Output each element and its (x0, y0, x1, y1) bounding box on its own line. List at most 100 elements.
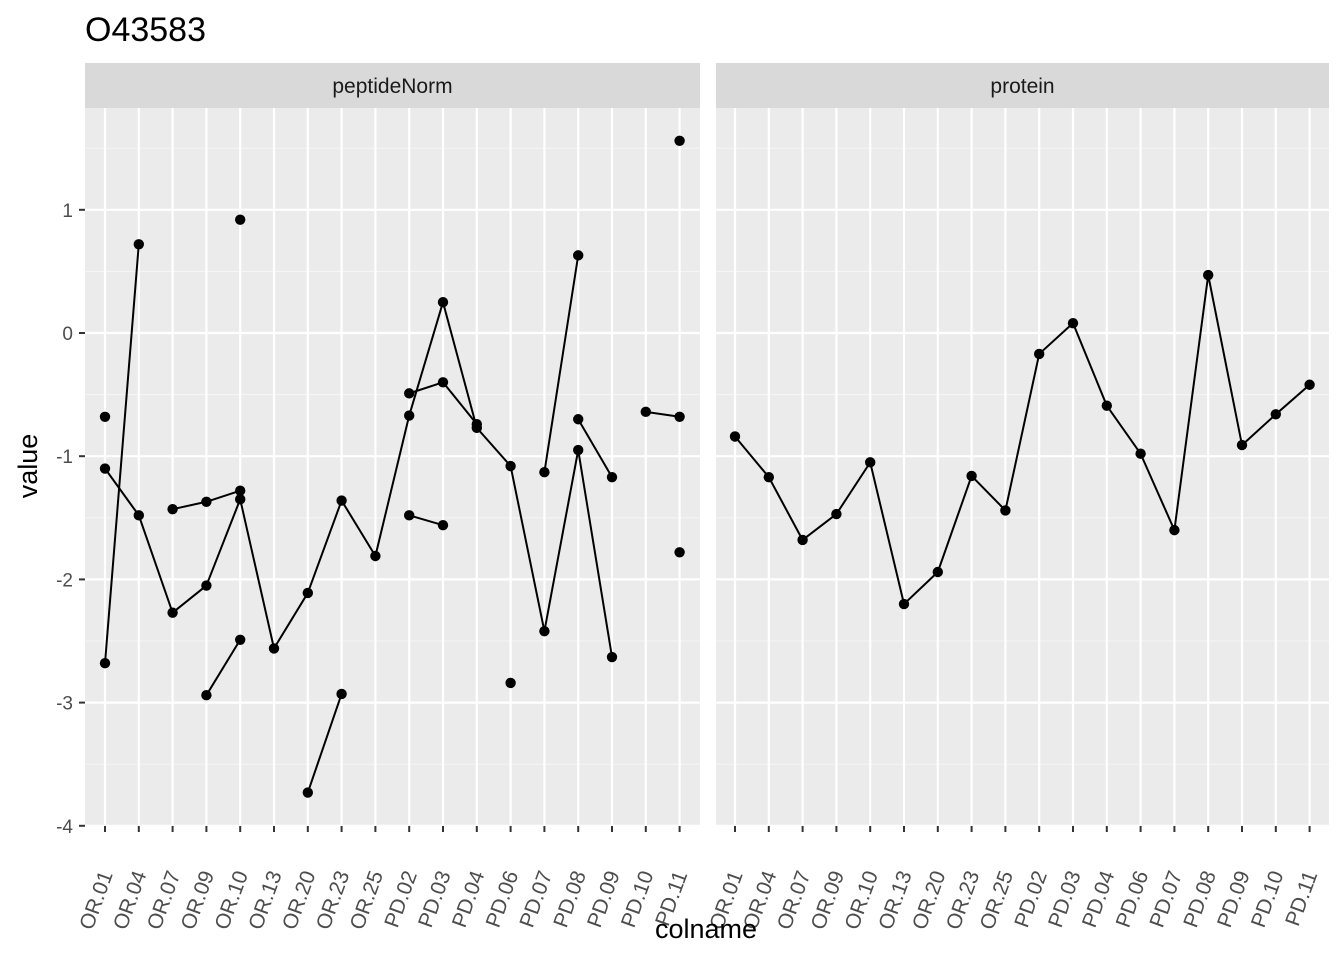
data-point (404, 410, 415, 421)
facet-strip (716, 63, 1329, 108)
data-point (167, 503, 178, 515)
series-line-segment (340, 500, 377, 557)
series-2 (99, 250, 685, 798)
series-line-segment (171, 584, 208, 614)
data-point (674, 411, 685, 422)
data-point (865, 457, 876, 468)
data-point (201, 580, 212, 591)
series-line-segment (442, 301, 478, 429)
data-point (1236, 439, 1248, 451)
data-point (1304, 379, 1315, 390)
data-point (437, 297, 449, 308)
data-point (505, 677, 516, 689)
series-line-segment (205, 498, 242, 586)
facet-strip-label: protein (990, 75, 1054, 98)
data-point (302, 587, 313, 599)
data-point (573, 414, 584, 425)
data-point (898, 598, 910, 610)
series-line-segment (172, 500, 207, 511)
y-tick-label: -4 (56, 817, 73, 838)
data-point (336, 495, 347, 506)
data-point (201, 496, 212, 507)
series-line-segment (903, 571, 939, 605)
series-line-segment (1072, 322, 1108, 407)
data-point (573, 444, 584, 456)
data-point (235, 214, 246, 225)
series-line-segment (442, 381, 478, 425)
series-line-segment (936, 475, 973, 573)
data-point (674, 135, 685, 147)
panel-background (85, 108, 700, 826)
series-line-segment (306, 693, 343, 793)
y-tick-label: -1 (56, 447, 73, 468)
data-point (437, 377, 449, 388)
data-point (763, 471, 774, 483)
data-point (640, 406, 651, 418)
series-line-segment (1038, 322, 1074, 355)
data-point (1169, 524, 1180, 536)
facet-panel-protein: protein OR.01OR.04OR.07OR.09OR.10OR.13OR.… (705, 63, 1329, 933)
series-line-segment (509, 465, 546, 632)
x-axis-title: colname (655, 914, 757, 944)
x-axis-peptideNorm: OR.01OR.04OR.07OR.09OR.10OR.13OR.20OR.23… (75, 826, 692, 933)
data-point (1135, 448, 1146, 459)
data-point (831, 508, 842, 520)
chart-title: O43583 (85, 11, 206, 49)
data-point (471, 418, 482, 430)
series-1 (99, 297, 685, 663)
data-point (370, 550, 381, 562)
y-tick-label: -2 (56, 570, 73, 591)
data-point (539, 467, 550, 478)
series-line-segment (577, 418, 613, 478)
data-point (1000, 505, 1011, 516)
data-point (539, 625, 550, 637)
series-line-segment (835, 461, 872, 515)
data-point (201, 690, 212, 701)
facet-strip (85, 63, 700, 108)
series-line-segment (645, 410, 680, 418)
data-point (606, 471, 618, 483)
data-point (606, 651, 618, 663)
data-point (99, 463, 111, 474)
series-line-segment (767, 476, 804, 541)
series-line-segment (1105, 405, 1142, 455)
series-line-segment (137, 515, 174, 613)
data-point (99, 657, 111, 669)
data-point (167, 607, 178, 618)
data-point (1203, 269, 1214, 281)
series-line-segment (408, 301, 444, 416)
series-line-segment (801, 513, 838, 541)
series-line-segment (273, 592, 309, 649)
data-point (235, 634, 246, 645)
series-1 (729, 269, 1315, 610)
series-line-segment (408, 381, 444, 395)
series-line-segment (408, 514, 444, 527)
series-line-segment (577, 449, 613, 658)
series-3 (99, 135, 685, 701)
data-point (235, 485, 246, 496)
y-axis: -4 -3 -2 -1 0 1 (56, 201, 85, 838)
data-point (133, 510, 144, 521)
panel-background (716, 108, 1329, 826)
y-tick-label: 0 (62, 324, 73, 345)
facet-strip-label: peptideNorm (332, 75, 452, 98)
series-line-segment (543, 449, 580, 632)
series-line-segment (1004, 353, 1041, 511)
series-line-segment (239, 499, 275, 649)
series-line-segment (1173, 274, 1210, 531)
series-line-segment (476, 427, 512, 467)
series-line-segment (374, 415, 411, 557)
data-point (573, 250, 584, 261)
series-line-segment (1241, 413, 1277, 446)
data-point (729, 431, 741, 442)
series-line-segment (1207, 274, 1243, 446)
data-point (1067, 317, 1079, 329)
data-point (1270, 409, 1282, 420)
data-point (268, 643, 280, 654)
data-point (505, 460, 516, 472)
series-line-segment (970, 475, 1007, 512)
data-point (1034, 348, 1045, 360)
data-point (302, 787, 313, 798)
data-point (1101, 400, 1113, 411)
